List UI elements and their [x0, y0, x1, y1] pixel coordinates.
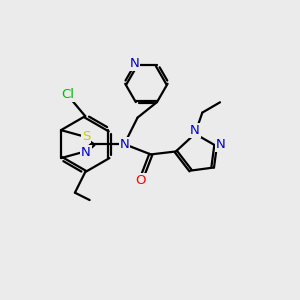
Text: N: N — [216, 138, 226, 151]
Text: N: N — [129, 57, 139, 70]
Text: N: N — [81, 146, 91, 159]
Text: O: O — [135, 174, 146, 188]
Text: N: N — [119, 138, 129, 151]
Text: Cl: Cl — [61, 88, 74, 101]
Text: N: N — [190, 124, 200, 137]
Text: S: S — [82, 130, 90, 142]
